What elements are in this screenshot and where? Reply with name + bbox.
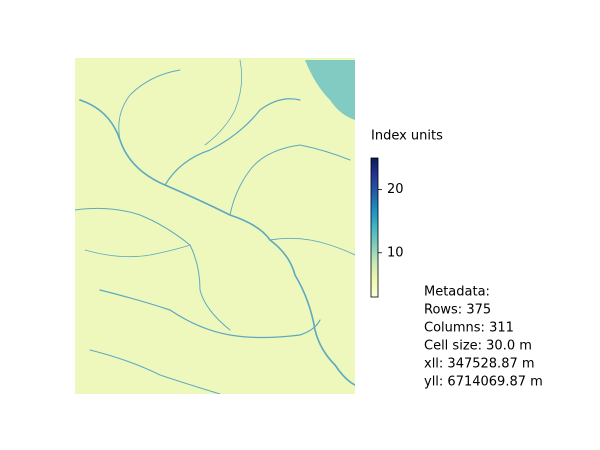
colorbar-label: Index units [371,129,443,144]
colorbar [370,157,379,298]
colorbar-tick-label: 20 [387,182,404,197]
colorbar-tick-label: 10 [387,245,404,260]
metadata-line: yll: 6714069.87 m [424,375,543,390]
stream-network [75,59,355,394]
raster-background [75,58,355,394]
raster-map [75,58,355,394]
metadata-line: xll: 347528.87 m [424,357,535,372]
wet-area [305,60,355,120]
metadata-line: Rows: 375 [424,303,491,318]
metadata-line: Cell size: 30.0 m [424,339,532,354]
metadata-line: Columns: 311 [424,321,514,336]
metadata-title: Metadata: [424,285,490,300]
